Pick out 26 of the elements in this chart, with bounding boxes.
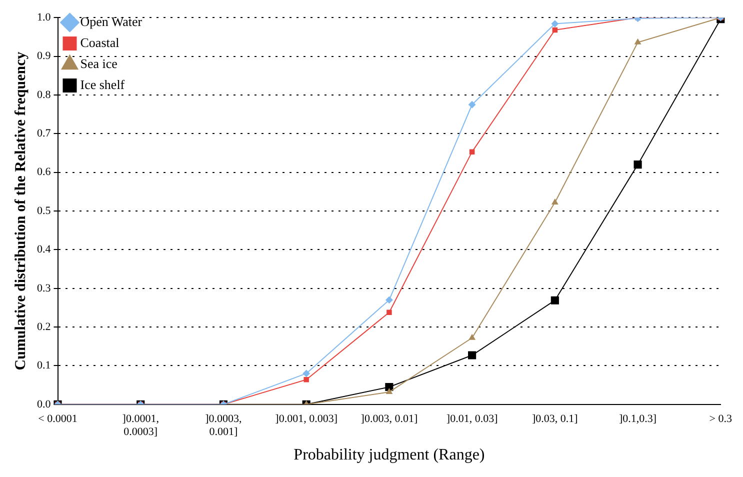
x-tick-label: ]0.003, 0.01] <box>360 412 418 425</box>
y-tick-label: 1.0 <box>37 11 52 24</box>
x-tick-label: ]0.0001, 0.0003] <box>122 412 160 438</box>
x-tick-label: ]0.0003, 0.001] <box>205 412 242 438</box>
y-axis-title: Cumulative distribution of the Relative frequency <box>12 51 29 370</box>
y-tick-label: 0.3 <box>37 282 52 294</box>
x-tick-label: < 0.0001 <box>38 412 78 425</box>
x-tick-label: ]0.1,0.3] <box>618 412 657 425</box>
legend-label: Sea ice <box>80 56 118 71</box>
x-tick-label: > 0.3 <box>709 412 732 425</box>
x-axis-title: Probability judgment (Range) <box>294 446 485 464</box>
y-tick-label: 0.6 <box>37 166 52 178</box>
y-tick-label: 0.9 <box>37 50 52 62</box>
y-tick-label: 0.5 <box>37 204 52 217</box>
x-tick-label: ]0.01, 0.03] <box>446 412 498 425</box>
legend-label: Coastal <box>80 34 120 50</box>
legend-label: Ice shelf <box>80 76 126 92</box>
y-tick-label: 0.8 <box>37 88 52 101</box>
y-tick-label: 0.1 <box>37 360 51 372</box>
x-tick-label: ]0.03, 0.1] <box>532 412 578 425</box>
y-tick-label: 0.0 <box>37 398 52 410</box>
y-tick-label: 0.7 <box>37 128 52 140</box>
x-tick-label: ]0.001, 0.003] <box>275 412 338 425</box>
y-tick-label: 0.4 <box>37 244 52 256</box>
legend-label: Open Water <box>80 14 143 29</box>
y-tick-label: 0.2 <box>37 320 51 333</box>
